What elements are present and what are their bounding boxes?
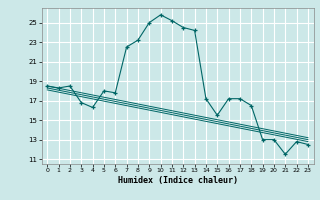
X-axis label: Humidex (Indice chaleur): Humidex (Indice chaleur) [118,176,237,185]
